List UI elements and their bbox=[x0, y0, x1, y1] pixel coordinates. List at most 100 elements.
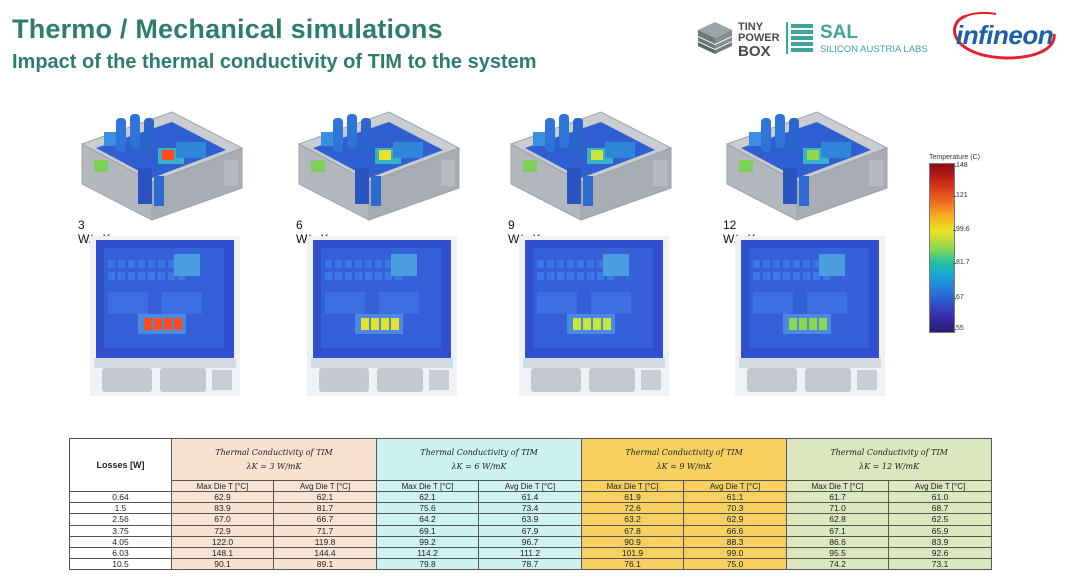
thermal-heatmap bbox=[90, 236, 240, 396]
max-die-temp-cell: 67.8 bbox=[581, 524, 685, 537]
group-formula: λK = 9 W/mK bbox=[656, 461, 712, 471]
avg-die-temp-cell: 62.9 bbox=[683, 513, 788, 526]
max-die-temp-cell: 67.0 bbox=[171, 513, 274, 526]
thermal-heatmap bbox=[307, 236, 457, 396]
scale-title: Temperature (C) bbox=[929, 154, 980, 161]
sal-stripes-icon bbox=[786, 22, 813, 54]
avg-die-temp-cell: 63.9 bbox=[478, 513, 583, 526]
avg-die-temp-cell: 67.9 bbox=[478, 524, 583, 537]
avg-die-temp-cell: 78.7 bbox=[478, 558, 583, 571]
max-die-temp-cell: 62.9 bbox=[171, 490, 274, 504]
tpb-line-1: TINY bbox=[738, 21, 764, 33]
avg-die-temp-header: Avg Die T [°C] bbox=[478, 480, 583, 492]
avg-die-temp-cell: 96.7 bbox=[478, 535, 583, 548]
avg-die-temp-cell: 71.7 bbox=[272, 524, 378, 537]
table-row: 0.64 62.9 62.1 62.1 61.4 61.9 61.1 61.7 61.0 bbox=[69, 490, 993, 504]
losses-cell: 3.75 bbox=[69, 524, 172, 537]
max-die-temp-cell: 63.2 bbox=[581, 513, 685, 526]
avg-die-temp-cell: 62.1 bbox=[272, 490, 378, 504]
scale-tick: 121 bbox=[953, 192, 968, 199]
max-die-temp-header: Max Die T [°C] bbox=[376, 480, 480, 492]
results-table: Losses [W] Thermal Conductivity of TIM λ… bbox=[69, 438, 993, 571]
avg-die-temp-cell: 144.4 bbox=[272, 546, 378, 560]
group-formula: λK = 3 W/mK bbox=[246, 461, 302, 471]
avg-die-temp-cell: 111.2 bbox=[478, 546, 583, 560]
group-title: Thermal Conductivity of TIM bbox=[215, 447, 333, 457]
max-die-temp-header: Max Die T [°C] bbox=[786, 480, 890, 492]
avg-die-temp-cell: 66.6 bbox=[683, 524, 788, 537]
module-3d-render bbox=[297, 111, 461, 221]
table-row: 10.5 90.1 89.1 79.8 78.7 76.1 75.0 74.2 73.1 bbox=[69, 558, 993, 571]
max-die-temp-cell: 62.8 bbox=[786, 513, 890, 526]
page-subtitle: Impact of the thermal conductivity of TI… bbox=[12, 51, 537, 73]
group-header-12: Thermal Conductivity of TIM λK = 12 W/mK bbox=[786, 438, 993, 481]
table-row: 6.03 148.1 144.4 114.2 111.2 101.9 99.0 95.5 92.… bbox=[69, 546, 993, 560]
avg-die-temp-cell: 75.0 bbox=[683, 558, 788, 571]
table-row: 2.56 67.0 66.7 64.2 63.9 63.2 62.9 62.8 62.5 bbox=[69, 513, 993, 526]
max-die-temp-cell: 69.1 bbox=[376, 524, 480, 537]
temperature-color-scale bbox=[929, 163, 955, 333]
losses-header: Losses [W] bbox=[69, 438, 172, 492]
scale-tick: 81.7 bbox=[953, 259, 970, 266]
max-die-temp-cell: 101.9 bbox=[581, 546, 685, 560]
losses-cell: 4.05 bbox=[69, 535, 172, 548]
max-die-temp-header: Max Die T [°C] bbox=[581, 480, 685, 492]
scale-tick: 99.6 bbox=[953, 226, 970, 233]
tpb-line-3: BOX bbox=[738, 43, 771, 60]
table-row: 1.5 83.9 81.7 75.6 73.4 72.6 70.3 71.0 68.7 bbox=[69, 502, 993, 515]
losses-cell: 2.56 bbox=[69, 513, 172, 526]
module-3d-render bbox=[80, 111, 244, 221]
max-die-temp-cell: 71.0 bbox=[786, 502, 890, 515]
max-die-temp-cell: 64.2 bbox=[376, 513, 480, 526]
max-die-temp-cell: 74.2 bbox=[786, 558, 890, 571]
group-header-9: Thermal Conductivity of TIM λK = 9 W/mK bbox=[581, 438, 788, 481]
avg-die-temp-cell: 92.6 bbox=[888, 546, 993, 560]
max-die-temp-cell: 99.2 bbox=[376, 535, 480, 548]
avg-die-temp-cell: 65.9 bbox=[888, 524, 993, 537]
max-die-temp-cell: 122.0 bbox=[171, 535, 274, 548]
sal-subtitle: SILICON AUSTRIA LABS bbox=[820, 44, 928, 55]
max-die-temp-cell: 90.1 bbox=[171, 558, 274, 571]
avg-die-temp-cell: 73.1 bbox=[888, 558, 993, 571]
module-3d-render bbox=[509, 111, 673, 221]
avg-die-temp-cell: 83.9 bbox=[888, 535, 993, 548]
max-die-temp-header: Max Die T [°C] bbox=[171, 480, 274, 492]
max-die-temp-cell: 72.9 bbox=[171, 524, 274, 537]
max-die-temp-cell: 86.6 bbox=[786, 535, 890, 548]
max-die-temp-cell: 83.9 bbox=[171, 502, 274, 515]
max-die-temp-cell: 79.8 bbox=[376, 558, 480, 571]
losses-cell: 0.64 bbox=[69, 490, 172, 504]
max-die-temp-cell: 90.9 bbox=[581, 535, 685, 548]
group-formula: λK = 12 W/mK bbox=[859, 461, 920, 471]
avg-die-temp-cell: 99.0 bbox=[683, 546, 788, 560]
thermal-heatmap bbox=[519, 236, 669, 396]
max-die-temp-cell: 62.1 bbox=[376, 490, 480, 504]
group-formula: λK = 6 W/mK bbox=[451, 461, 507, 471]
avg-die-temp-header: Avg Die T [°C] bbox=[683, 480, 788, 492]
infineon-name: infineon bbox=[956, 20, 1054, 50]
max-die-temp-cell: 61.9 bbox=[581, 490, 685, 504]
scale-tick: 148 bbox=[953, 162, 968, 169]
group-header-3: Thermal Conductivity of TIM λK = 3 W/mK bbox=[170, 438, 378, 481]
scale-tick: 67 bbox=[953, 294, 964, 301]
losses-cell: 10.5 bbox=[69, 558, 172, 571]
page-title: Thermo / Mechanical simulations bbox=[12, 14, 443, 44]
avg-die-temp-cell: 81.7 bbox=[272, 502, 378, 515]
max-die-temp-cell: 76.1 bbox=[581, 558, 685, 571]
group-title: Thermal Conductivity of TIM bbox=[420, 447, 538, 457]
avg-die-temp-cell: 61.4 bbox=[478, 490, 583, 504]
max-die-temp-cell: 95.5 bbox=[786, 546, 890, 560]
table-row: 4.05 122.0 119.8 99.2 96.7 90.9 88.3 86.6 83.9 bbox=[69, 535, 993, 548]
avg-die-temp-cell: 66.7 bbox=[272, 513, 378, 526]
sal-logo: SAL SILICON AUSTRIA LABS bbox=[786, 20, 931, 60]
tpb-line-2: POWER bbox=[738, 32, 780, 44]
avg-die-temp-cell: 62.5 bbox=[888, 513, 993, 526]
group-title: Thermal Conductivity of TIM bbox=[625, 447, 743, 457]
max-die-temp-cell: 72.6 bbox=[581, 502, 685, 515]
avg-die-temp-cell: 89.1 bbox=[272, 558, 378, 571]
module-3d-render bbox=[725, 111, 889, 221]
max-die-temp-cell: 114.2 bbox=[376, 546, 480, 560]
avg-die-temp-cell: 119.8 bbox=[272, 535, 378, 548]
max-die-temp-cell: 148.1 bbox=[171, 546, 274, 560]
avg-die-temp-cell: 61.0 bbox=[888, 490, 993, 504]
